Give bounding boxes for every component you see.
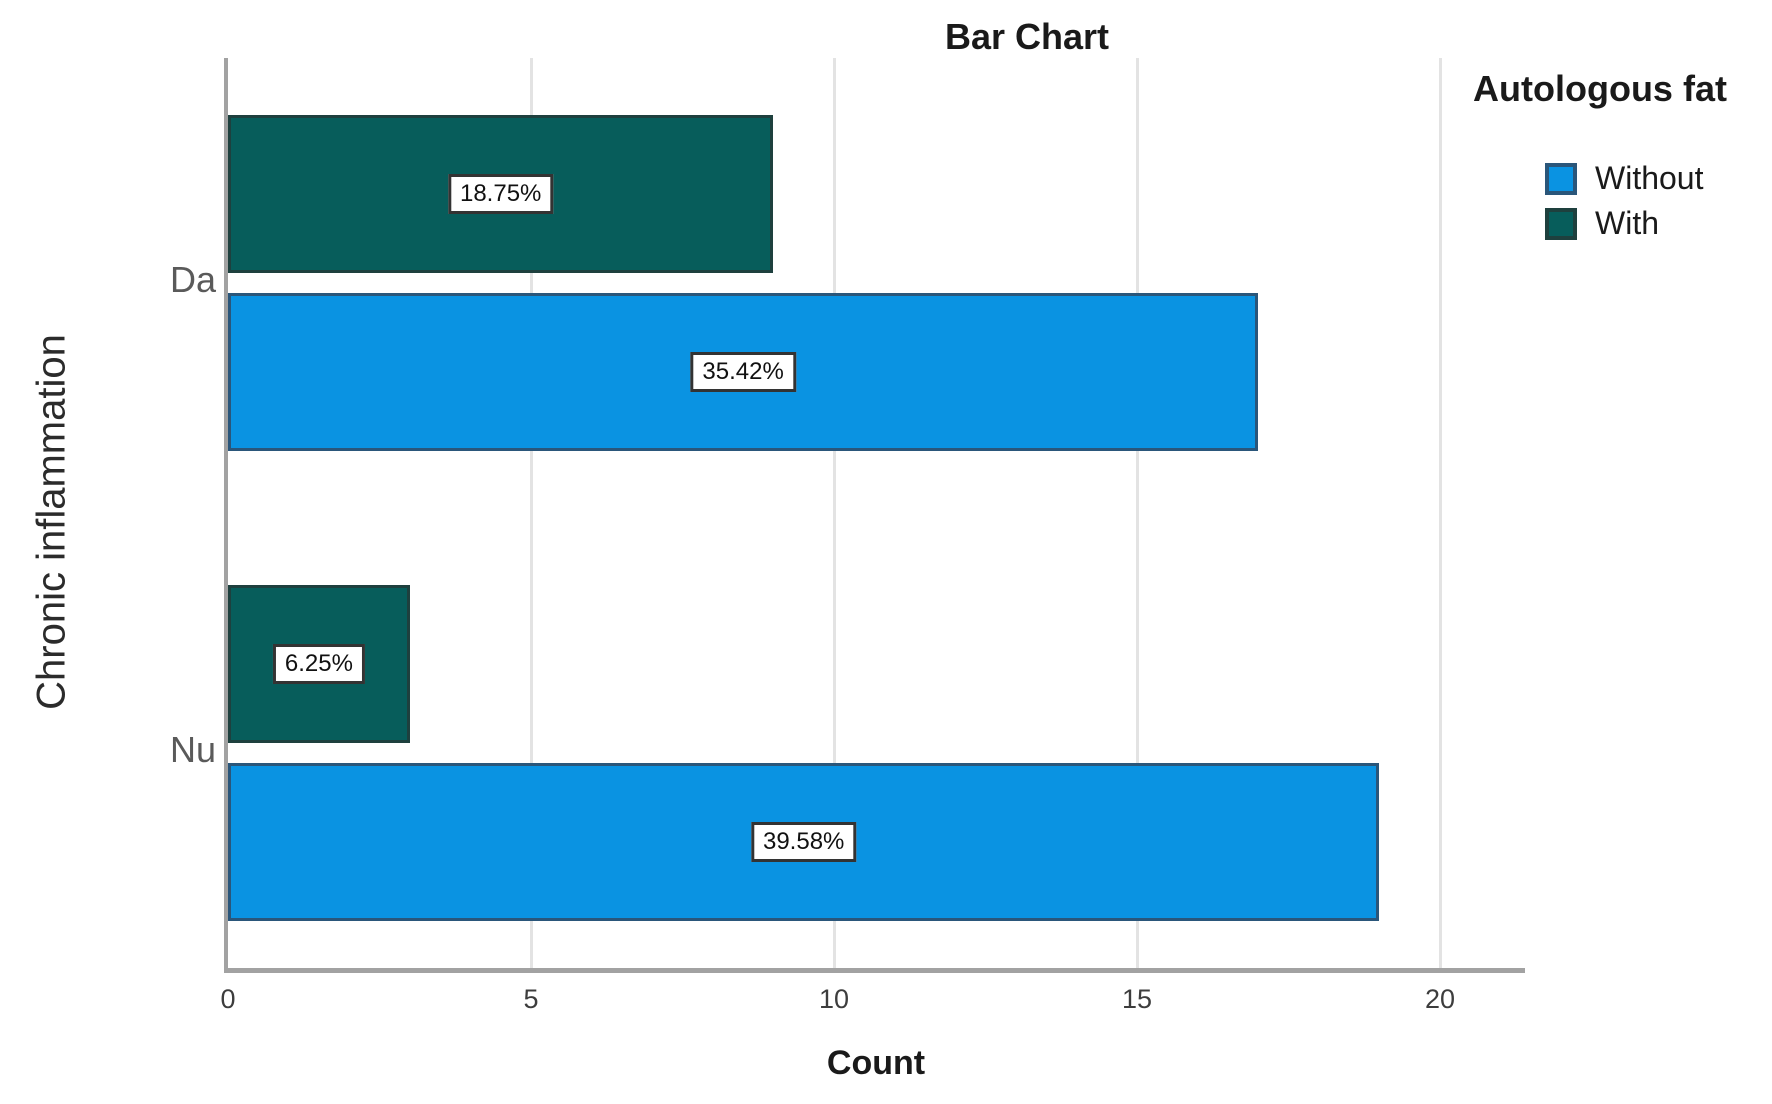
legend: Autologous fat Without With [1473, 68, 1769, 250]
bar-without-da [228, 293, 1259, 451]
y-axis-title: Chronic inflammation [29, 334, 74, 710]
legend-items: Without With [1545, 160, 1769, 242]
x-tick-label-0: 0 [220, 984, 236, 1014]
category-label-da: Da [169, 259, 216, 300]
gridline-5 [529, 58, 533, 968]
y-axis-line [224, 58, 228, 973]
x-tick-label-10: 10 [818, 984, 850, 1014]
x-tick-label-20: 20 [1424, 984, 1456, 1014]
bar-percent-label: 35.42% [690, 352, 796, 392]
plot-area: 0 5 10 15 20 Da 35.42% 18.75% Nu 39.58% 6.25% [170, 58, 1525, 1014]
legend-item-label: With [1595, 205, 1659, 241]
legend-swatch-with [1545, 207, 1577, 240]
x-tick-label-5: 5 [523, 984, 539, 1014]
bar-percent-label: 39.58% [750, 822, 857, 862]
x-axis-title: Count [826, 1044, 926, 1082]
legend-item-without: Without [1545, 160, 1769, 197]
chart-title: Bar Chart [944, 16, 1110, 57]
legend-item-label: Without [1595, 160, 1704, 196]
legend-swatch-without [1545, 162, 1577, 195]
gridline-10 [832, 58, 836, 968]
bar-percent-label: 6.25% [272, 644, 365, 684]
category-label-nu: Nu [169, 729, 216, 770]
legend-item-with: With [1545, 205, 1769, 242]
gridline-20 [1438, 58, 1442, 968]
x-axis-line [224, 968, 1525, 973]
x-tick-label-15: 15 [1121, 984, 1153, 1014]
gridline-15 [1135, 58, 1139, 968]
bar-percent-label: 18.75% [447, 174, 554, 214]
legend-title: Autologous fat [1473, 68, 1727, 109]
